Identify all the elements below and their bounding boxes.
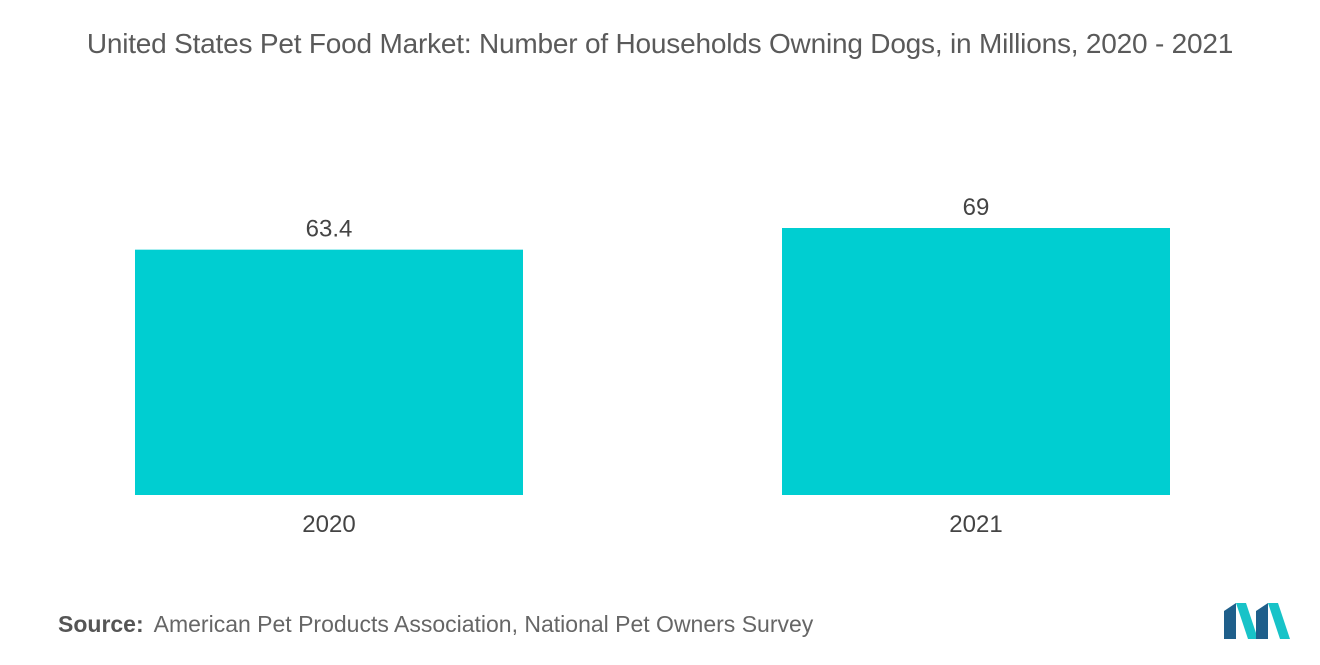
- data-label-2021: 69: [963, 194, 990, 221]
- x-tick-label-2020: 2020: [302, 511, 355, 538]
- x-tick-label-2021: 2021: [949, 511, 1002, 538]
- source-line: Source: American Pet Products Association…: [58, 611, 813, 638]
- source-text: American Pet Products Association, Natio…: [153, 611, 814, 637]
- chart-title: United States Pet Food Market: Number of…: [86, 28, 1234, 59]
- bar-2020: [135, 249, 523, 495]
- data-label-2020: 63.4: [306, 216, 353, 243]
- source-label: Source:: [58, 611, 144, 637]
- bar-2021: [782, 228, 1170, 495]
- mordor-intelligence-logo-icon: [1224, 603, 1290, 639]
